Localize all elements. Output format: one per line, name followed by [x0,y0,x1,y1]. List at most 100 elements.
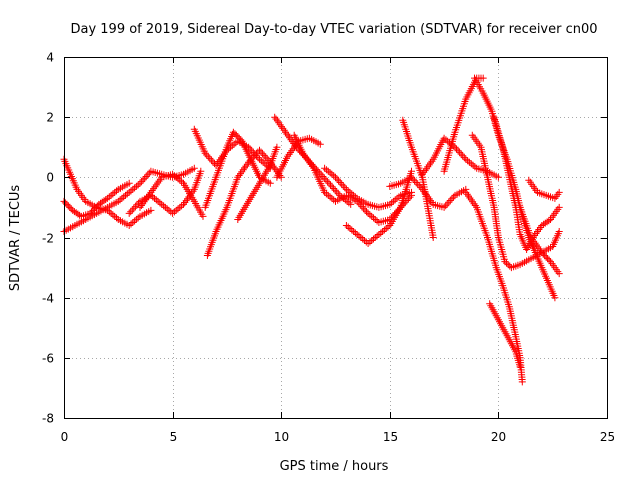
data-point [61,199,69,207]
data-point [111,212,119,220]
data-point [377,229,385,237]
data-point [129,185,137,193]
data-point [131,184,139,192]
data-point [384,223,392,231]
data-point [501,258,509,266]
data-point [231,130,239,138]
data-point [469,161,477,169]
data-point [284,132,292,140]
data-point [359,204,367,212]
data-point [456,148,464,156]
data-point [132,215,140,223]
data-point [190,164,198,172]
data-point [539,250,547,258]
data-point [555,203,563,211]
data-point [165,206,173,214]
data-point [319,173,327,180]
data-point [156,199,164,207]
data-point [460,154,468,162]
data-point [92,203,100,211]
data-point [125,209,133,217]
data-point [206,154,214,162]
data-point [260,151,268,159]
data-point [443,200,451,208]
data-point [371,216,379,223]
data-point [364,240,372,247]
data-point [330,185,338,192]
series-track-y [516,203,563,278]
data-point [440,134,448,142]
data-point [326,193,334,201]
data-point [440,203,448,211]
data-point [182,197,190,205]
data-point [333,175,341,183]
data-point [341,184,349,192]
data-point [380,226,388,234]
data-point [172,173,180,181]
data-point [102,196,110,204]
data-point [137,202,145,209]
data-point [503,259,510,267]
data-point [457,150,465,158]
x-tick-label: 10 [274,430,289,444]
data-point [259,150,267,158]
data-point [256,155,263,163]
data-point [351,193,359,201]
data-point [538,249,546,256]
data-point [328,183,336,191]
data-point [144,171,152,179]
data-point [122,191,129,199]
x-tick-label: 0 [61,430,69,444]
data-point [248,147,256,155]
data-point [382,225,390,232]
data-point [366,238,374,246]
data-point [328,194,336,202]
data-point [445,198,453,206]
data-point [178,178,186,186]
data-point [555,188,563,196]
data-point [338,180,346,188]
data-point [364,209,372,217]
data-point [470,200,478,208]
data-point [555,228,563,235]
x-tick-label: 5 [170,430,178,444]
data-point [359,235,367,243]
data-point [116,196,124,204]
series-track-q [418,134,502,181]
data-point [459,152,467,160]
data-point [90,205,98,213]
data-point [479,74,487,82]
data-point [331,186,339,194]
data-point [388,199,396,207]
data-point [463,190,471,198]
data-point [340,194,347,202]
x-tick-label: 15 [383,430,398,444]
data-point [109,211,117,219]
data-point [170,172,178,180]
data-point [66,203,74,211]
data-point [259,158,267,166]
series-track-i [234,143,281,223]
data-point [363,208,370,216]
data-point [131,217,139,225]
data-point [411,177,419,185]
data-point [151,194,158,202]
data-point [442,136,450,144]
series-track-e [136,170,207,220]
data-point [330,172,338,180]
data-point [142,173,150,180]
data-point [86,209,94,217]
data-point [136,179,144,187]
data-point [412,179,420,186]
data-point [414,180,422,188]
data-point [125,179,133,187]
data-point [408,188,415,196]
data-point [345,199,353,207]
series-track-w [486,300,524,371]
data-point [417,184,425,192]
y-tick-label: -2 [42,232,54,246]
data-point [429,234,437,241]
data-point [230,140,238,148]
series-track-v [462,188,526,386]
